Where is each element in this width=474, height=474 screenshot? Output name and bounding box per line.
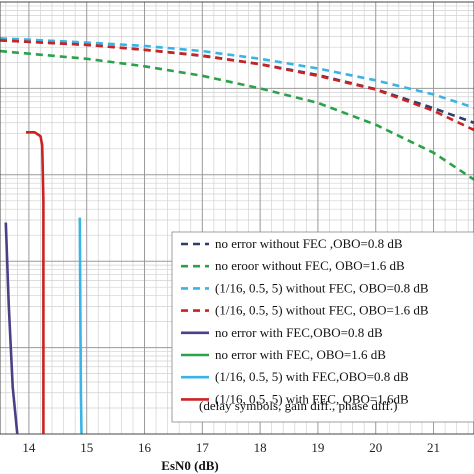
- x-tick-label: 21: [427, 440, 440, 455]
- legend: no error without FEC ,OBO=0.8 dB no eroor…: [171, 231, 474, 423]
- series-line: [26, 131, 45, 434]
- legend-entry: (1/16, 0.5, 5) without FEC, OBO=0.8 dB: [215, 280, 429, 295]
- legend-entry: (1/16, 0.5, 5) with FEC,OBO=0.8 dB: [215, 369, 409, 384]
- legend-entry: no eroor without FEC, OBO=1.6 dB: [215, 258, 405, 273]
- legend-entry: (1/16, 0.5, 5) with FEC, OBO=1.6dB: [215, 391, 409, 406]
- x-axis-label: EsN0 (dB): [161, 458, 218, 473]
- legend-box: [171, 231, 474, 423]
- series-line: [0, 39, 474, 132]
- x-tick-label: 20: [369, 440, 382, 455]
- series-line: [4, 222, 19, 435]
- legend-entry: no error with FEC,OBO=0.8 dB: [215, 325, 383, 340]
- x-tick-label: 16: [138, 440, 152, 455]
- series-line: [0, 39, 474, 125]
- x-tick-label: 17: [196, 440, 210, 455]
- x-tick-label: 19: [311, 440, 324, 455]
- legend-note: (delay symbols, gain diff., phase diff.): [199, 398, 397, 413]
- legend-entry: no error with FEC, OBO=1.6 dB: [215, 347, 386, 362]
- x-tick-labels: 14 15 16 17 18 19 20 21: [22, 440, 440, 455]
- x-tick-label: 18: [254, 440, 267, 455]
- series-line: [78, 217, 83, 435]
- series-layer: [0, 37, 474, 435]
- x-tick-label: 14: [22, 440, 36, 455]
- legend-entry: (1/16, 0.5, 5) without FEC, OBO=1.6 dB: [215, 303, 429, 318]
- plot-frame: [0, 1, 474, 435]
- x-tick-label: 15: [80, 440, 93, 455]
- legend-entry: no error without FEC ,OBO=0.8 dB: [215, 236, 403, 251]
